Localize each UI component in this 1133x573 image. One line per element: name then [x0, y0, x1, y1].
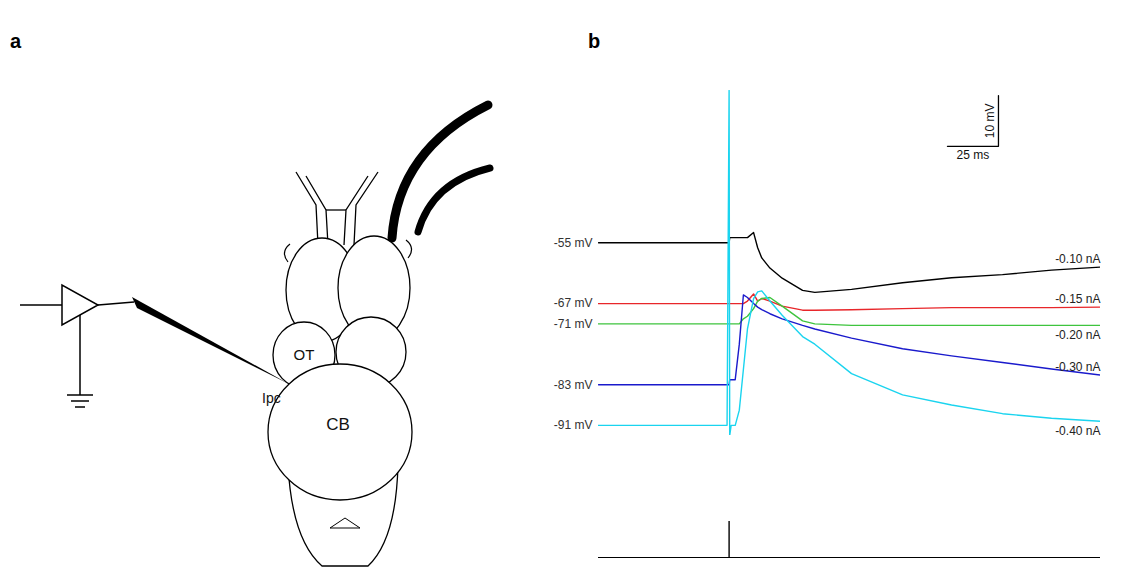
svg-text:-67 mV: -67 mV: [554, 296, 593, 310]
svg-text:-0.40 nA: -0.40 nA: [1055, 424, 1100, 438]
svg-text:25 ms: 25 ms: [957, 148, 990, 162]
svg-text:10 mV: 10 mV: [983, 104, 997, 139]
html-text:a: a: [10, 30, 22, 52]
svg-text:-83 mV: -83 mV: [554, 378, 593, 392]
svg-text:-0.10 nA: -0.10 nA: [1055, 252, 1100, 266]
html-text:b: b: [588, 30, 601, 52]
svg-text:-55 mV: -55 mV: [554, 236, 593, 250]
svg-text:CB: CB: [326, 415, 350, 434]
svg-text:-0.20 nA: -0.20 nA: [1055, 328, 1100, 342]
svg-text:-0.15 nA: -0.15 nA: [1055, 292, 1100, 306]
svg-text:-71 mV: -71 mV: [554, 317, 593, 331]
svg-text:-0.30 nA: -0.30 nA: [1055, 360, 1100, 374]
svg-text:-91 mV: -91 mV: [554, 418, 593, 432]
svg-text:Ipc: Ipc: [262, 390, 281, 406]
svg-text:OT: OT: [294, 346, 315, 363]
